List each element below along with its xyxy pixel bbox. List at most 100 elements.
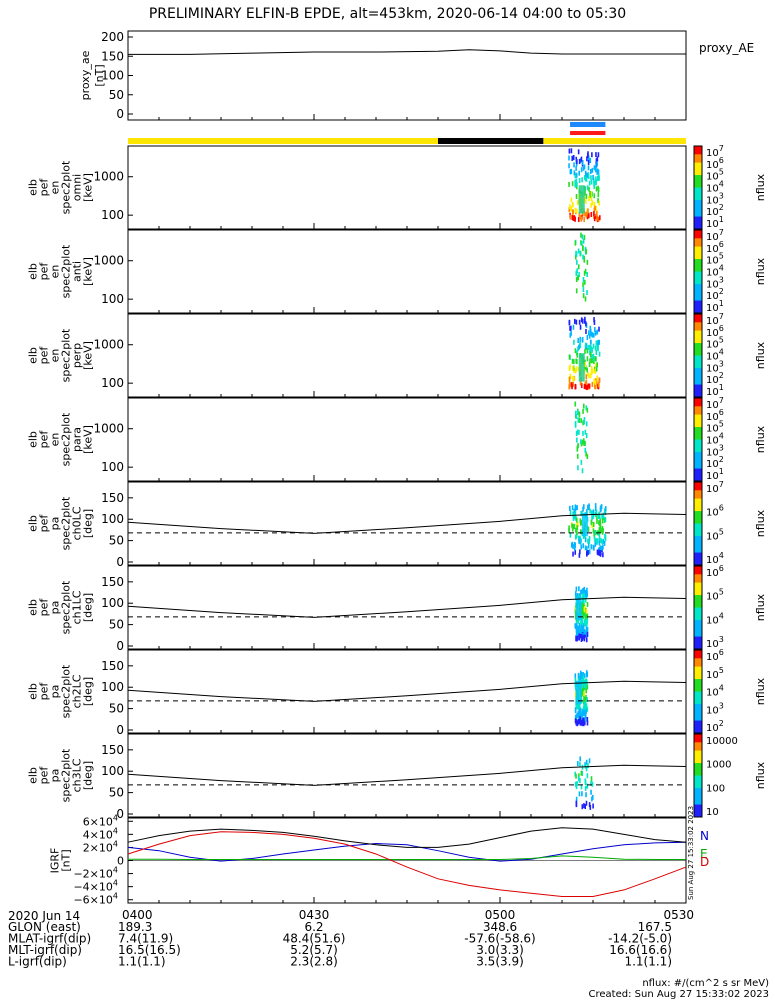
heatmap-cell xyxy=(578,773,580,779)
heatmap-cell xyxy=(584,597,587,603)
colorbar-segment xyxy=(694,345,702,348)
colorbar-tick-label: 106 xyxy=(706,564,724,579)
heatmap-cell xyxy=(596,514,598,520)
heatmap-cell xyxy=(593,545,595,551)
ytick-label: 200 xyxy=(101,30,124,44)
heatmap-cell xyxy=(580,418,582,424)
colorbar-segment xyxy=(694,388,702,392)
heatmap-cell xyxy=(585,703,588,709)
colorbar-segment xyxy=(694,424,702,428)
heatmap-cell xyxy=(594,367,597,373)
heatmap-cell xyxy=(578,635,580,641)
ytick-label: 150 xyxy=(101,491,124,505)
ytick-label: 4×104 xyxy=(83,826,118,841)
heatmap-cell xyxy=(582,699,585,705)
heatmap-cell xyxy=(595,363,597,369)
colorbar-segment xyxy=(694,240,702,243)
colorbar-segment xyxy=(694,187,702,191)
colorbar-segment xyxy=(694,355,702,359)
colorbar-segment xyxy=(694,340,702,344)
colorbar-segment xyxy=(694,290,702,293)
colorbar-segment xyxy=(694,150,702,153)
heatmap-cell xyxy=(583,619,586,625)
heatmap-cell xyxy=(572,215,575,221)
colorbar-segment xyxy=(694,630,702,633)
heatmap-cell xyxy=(584,211,586,217)
colorbar-segment xyxy=(694,146,702,149)
colorbar-segment xyxy=(694,544,702,547)
colorbar-segment xyxy=(694,189,702,193)
colorbar-tick-label: 105 xyxy=(706,527,724,542)
ytick-label: 0 xyxy=(116,107,124,121)
ylabel-text: spec2plot xyxy=(60,244,73,298)
heatmap-cell xyxy=(585,176,588,182)
heatmap-cell xyxy=(594,506,597,512)
colorbar-segment xyxy=(694,259,702,262)
heatmap-cell xyxy=(577,366,580,372)
heatmap-cell xyxy=(572,155,575,161)
colorbar-segment xyxy=(694,613,702,617)
heatmap-cell xyxy=(591,200,594,206)
colorbar-segment xyxy=(694,609,702,613)
colorbar-segment xyxy=(694,796,702,799)
colorbar-segment xyxy=(694,712,702,715)
colorbar-tick-label: 107 xyxy=(706,480,724,495)
heatmap-cell xyxy=(575,773,577,779)
heatmap-cell xyxy=(583,636,586,642)
colorbar-segment xyxy=(694,429,702,432)
heatmap-cell xyxy=(588,213,590,219)
heatmap-cell xyxy=(576,159,578,165)
heatmap-cell xyxy=(568,181,570,187)
heatmap-cell xyxy=(581,720,583,726)
heatmap-cell xyxy=(585,590,588,596)
colorbar-tick-label: 103 xyxy=(706,701,724,716)
heatmap-cell xyxy=(588,361,591,367)
heatmap-cell xyxy=(576,517,578,523)
colorbar-segment xyxy=(694,525,702,529)
ephem-value: -14.2(-5.0) xyxy=(608,932,672,946)
heatmap-cell xyxy=(588,536,591,542)
heatmap-cell xyxy=(597,216,600,222)
colorbar-segment xyxy=(694,324,702,327)
heatmap-cell xyxy=(584,170,587,176)
heatmap-cell xyxy=(578,159,581,165)
colorbar-segment xyxy=(694,538,702,541)
ephem-value: 6.2 xyxy=(304,920,323,934)
ytick-label: 0 xyxy=(116,639,124,653)
colorbar-segment xyxy=(694,422,702,426)
heatmap-cell xyxy=(587,174,590,180)
heatmap-cell xyxy=(587,505,590,511)
heatmap-cell xyxy=(580,624,583,630)
colorbar-segment xyxy=(694,586,702,590)
colorbar-segment xyxy=(694,437,702,440)
colorbar-frame xyxy=(693,145,703,230)
heatmap-cell xyxy=(569,214,572,220)
heatmap-cell xyxy=(572,516,575,522)
heatmap-cell xyxy=(579,762,581,768)
colorbar-segment xyxy=(694,302,702,306)
heatmap-cell xyxy=(600,550,602,556)
colorbar-segment xyxy=(694,558,702,562)
heatmap-cell xyxy=(578,586,580,592)
heatmap-cell xyxy=(595,366,598,372)
ylabel-text: elb xyxy=(27,515,40,532)
colorbar-segment xyxy=(694,552,702,556)
ephem-row-label: L-igrf(dip) xyxy=(8,955,67,969)
heatmap-cell xyxy=(574,591,577,597)
ylabel-text: [nT] xyxy=(93,64,106,86)
colorbar-segment xyxy=(694,607,702,611)
heatmap-cell xyxy=(571,209,574,215)
heatmap-cell xyxy=(582,594,585,600)
colorbar-segment xyxy=(694,458,702,461)
colorbar-segment xyxy=(694,515,702,518)
heatmap-cell xyxy=(583,270,586,276)
colorbar-segment xyxy=(694,466,702,470)
colorbar-segment xyxy=(694,220,702,224)
heatmap-cell xyxy=(579,380,582,386)
heatmap-cell xyxy=(584,440,586,446)
ylabel-text: omni xyxy=(71,174,84,201)
heatmap-cell xyxy=(584,365,587,371)
ylabel-text: [deg] xyxy=(82,677,95,706)
colorbar-segment xyxy=(694,224,702,228)
colorbar-segment xyxy=(694,170,702,174)
